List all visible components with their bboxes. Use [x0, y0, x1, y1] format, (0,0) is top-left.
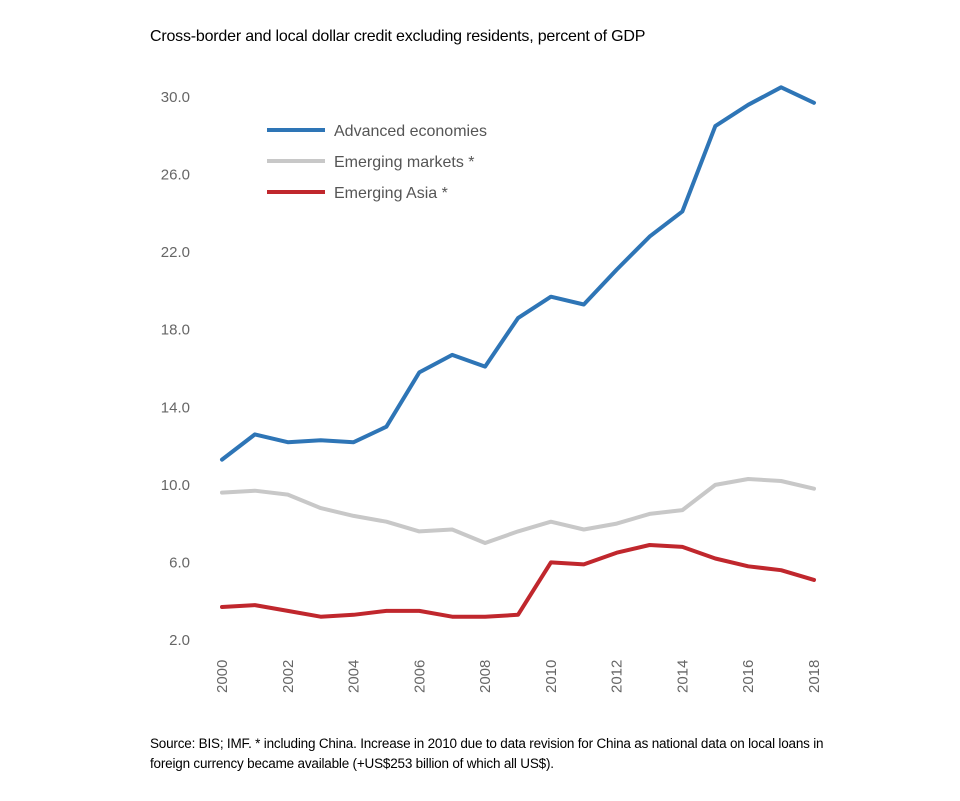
x-tick-label: 2006 — [411, 660, 428, 693]
x-tick-label: 2014 — [674, 660, 691, 693]
series-line-2 — [220, 543, 816, 619]
y-axis: 2.0 6.0 10.0 14.0 18.0 22.0 26.0 30.0 — [161, 89, 190, 649]
x-tick-label: 2008 — [477, 660, 494, 693]
legend-label: Emerging markets * — [334, 154, 475, 171]
x-axis: 2000 2002 2004 2006 2008 2010 2012 2014 2016 2018 — [214, 660, 823, 693]
y-tick-label: 26.0 — [161, 167, 190, 184]
x-tick-label: 2002 — [280, 660, 297, 693]
legend: Advanced economies Emerging markets * Emer… — [267, 123, 487, 202]
series-line-1 — [220, 477, 816, 545]
x-tick-label: 2010 — [543, 660, 560, 693]
x-tick-label: 2004 — [346, 660, 363, 693]
y-tick-label: 22.0 — [161, 244, 190, 261]
y-tick-label: 14.0 — [161, 399, 190, 416]
y-tick-label: 2.0 — [169, 632, 190, 649]
legend-label: Emerging Asia * — [334, 185, 448, 202]
x-tick-label: 2016 — [740, 660, 757, 693]
x-tick-label: 2012 — [609, 660, 626, 693]
y-tick-label: 18.0 — [161, 322, 190, 339]
x-tick-label: 2000 — [214, 660, 231, 693]
legend-label: Advanced economies — [334, 123, 487, 140]
series-lines — [220, 85, 816, 619]
chart-title: Cross-border and local dollar credit exc… — [150, 28, 646, 45]
y-tick-label: 6.0 — [169, 554, 190, 571]
y-tick-label: 10.0 — [161, 477, 190, 494]
y-tick-label: 30.0 — [161, 89, 190, 106]
source-note: Source: BIS; IMF. * including China. Inc… — [150, 736, 824, 771]
series-line-0 — [220, 85, 816, 462]
x-tick-label: 2018 — [806, 660, 823, 693]
